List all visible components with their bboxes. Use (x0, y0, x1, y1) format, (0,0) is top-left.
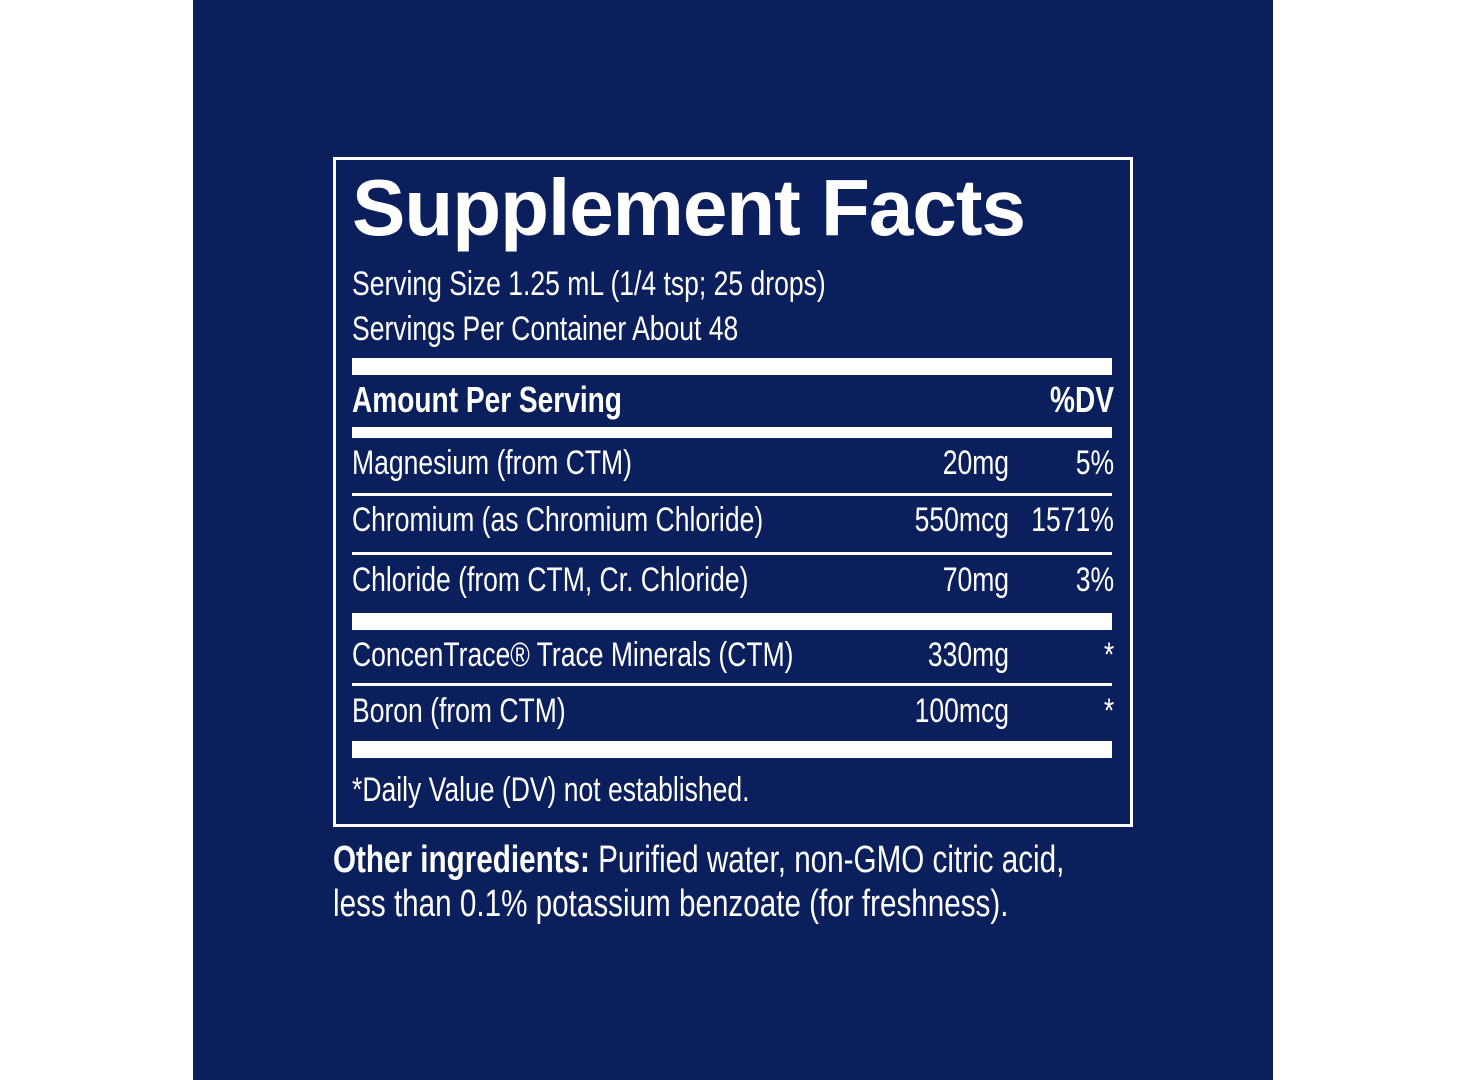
row-rule (352, 552, 1112, 555)
servings-per-container: Servings Per Container About 48 (352, 310, 739, 348)
amount-header: Amount Per Serving (352, 379, 622, 420)
facts-box (333, 157, 1133, 827)
nutrient-amount: 100mcg (914, 692, 1009, 730)
nutrient-name: ConcenTrace® Trace Minerals (CTM) (352, 636, 794, 674)
row-rule (352, 613, 1112, 630)
nutrient-name: Boron (from CTM) (352, 692, 566, 730)
nutrient-amount: 550mcg (914, 501, 1009, 539)
nutrient-amount: 330mg (927, 636, 1009, 674)
medium-rule (352, 427, 1112, 438)
nutrient-name: Chromium (as Chromium Chloride) (352, 501, 764, 539)
serving-size: Serving Size 1.25 mL (1/4 tsp; 25 drops) (352, 265, 826, 303)
label-panel (193, 0, 1273, 1080)
nutrient-amount: 20mg (942, 444, 1009, 482)
nutrient-dv: 3% (1075, 561, 1114, 599)
other-ingredients: Other ingredients: Purified water, non-G… (333, 838, 1121, 926)
dv-header: %DV (1050, 379, 1114, 420)
title: Supplement Facts (352, 163, 1026, 252)
thick-rule (352, 741, 1112, 758)
nutrient-dv: * (1103, 692, 1114, 730)
other-ingredients-text: Purified water, non-GMO citric acid, les… (333, 839, 1065, 925)
footnote: *Daily Value (DV) not established. (352, 771, 750, 809)
row-rule (352, 493, 1112, 496)
row-rule (352, 683, 1112, 686)
nutrient-amount: 70mg (942, 561, 1009, 599)
thick-rule (352, 358, 1112, 375)
nutrient-dv: * (1103, 636, 1114, 674)
nutrient-name: Chloride (from CTM, Cr. Chloride) (352, 561, 749, 599)
nutrient-name: Magnesium (from CTM) (352, 444, 632, 482)
nutrient-dv: 5% (1075, 444, 1114, 482)
nutrient-dv: 1571% (1031, 501, 1114, 539)
other-ingredients-label: Other ingredients: (333, 839, 590, 881)
